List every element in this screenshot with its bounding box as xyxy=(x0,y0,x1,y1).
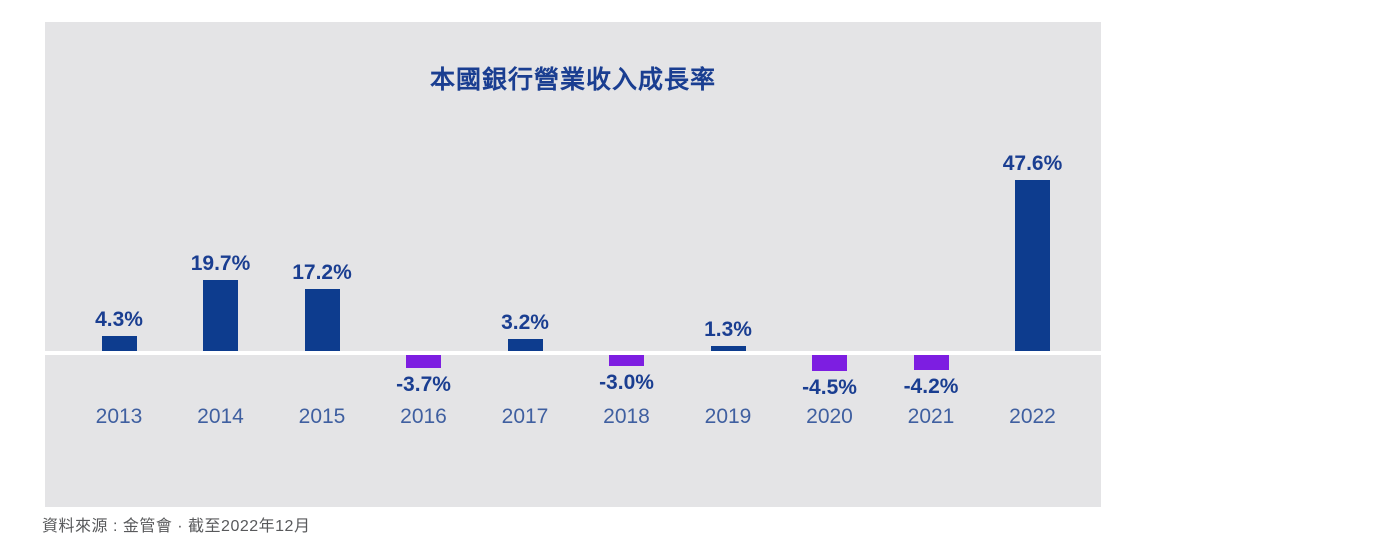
value-label-2020: -4.5% xyxy=(802,376,857,400)
year-label-2016: 2016 xyxy=(400,405,447,428)
zero-baseline xyxy=(45,351,1101,355)
bar-2020 xyxy=(812,355,847,372)
bar-2022 xyxy=(1015,179,1050,351)
value-label-2013: 4.3% xyxy=(95,307,143,331)
source-note: 資料來源 : 金管會 · 截至2022年12月 xyxy=(42,518,311,535)
year-label-2014: 2014 xyxy=(197,405,244,428)
year-label-2013: 2013 xyxy=(95,405,143,428)
year-label-2019: 2019 xyxy=(704,405,752,428)
value-label-2018: -3.0% xyxy=(599,370,654,394)
chart-panel: 本國銀行營業收入成長率 4.3% 2013 19.7% 2014 17.2% 2015 -3… xyxy=(45,22,1101,507)
value-label-2014: 19.7% xyxy=(190,252,251,276)
value-label-2022: 47.6% xyxy=(1002,151,1063,175)
bar-2013 xyxy=(101,335,137,351)
bar-2018 xyxy=(609,355,644,366)
year-label-2020: 2020 xyxy=(806,405,853,428)
year-label-2015: 2015 xyxy=(298,405,346,428)
chart-title: 本國銀行營業收入成長率 xyxy=(429,66,716,94)
value-label-2016: -3.7% xyxy=(396,373,451,397)
year-label-2018: 2018 xyxy=(603,405,650,428)
bar-2014 xyxy=(203,280,238,351)
bar-2016 xyxy=(406,355,441,369)
bar-2021 xyxy=(913,355,949,371)
bar-2017 xyxy=(507,339,543,351)
value-label-2021: -4.2% xyxy=(903,375,959,399)
plot-area: 4.3% 2013 19.7% 2014 17.2% 2015 -3.7% 2016 3.2% 2… xyxy=(45,22,1101,507)
bar-2019 xyxy=(710,346,746,351)
bar-2015 xyxy=(304,289,340,351)
value-label-2015: 17.2% xyxy=(292,261,352,285)
value-label-2017: 3.2% xyxy=(501,311,549,335)
value-label-2019: 1.3% xyxy=(704,318,752,342)
year-label-2021: 2021 xyxy=(907,405,955,428)
year-label-2017: 2017 xyxy=(501,405,549,428)
year-label-2022: 2022 xyxy=(1009,405,1056,428)
